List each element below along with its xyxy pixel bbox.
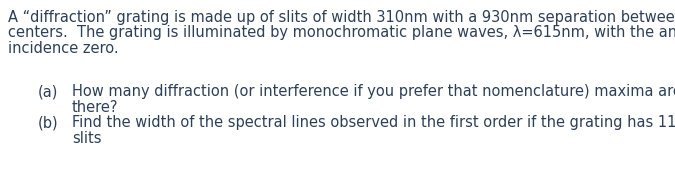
Text: (a): (a) (38, 84, 58, 99)
Text: there?: there? (72, 100, 119, 115)
Text: (b): (b) (38, 115, 59, 130)
Text: slits: slits (72, 131, 101, 146)
Text: A “diffraction” grating is made up of slits of width 310nm with a 930nm separati: A “diffraction” grating is made up of sl… (8, 10, 675, 25)
Text: incidence zero.: incidence zero. (8, 41, 119, 56)
Text: centers.  The grating is illuminated by monochromatic plane waves, λ=615nm, with: centers. The grating is illuminated by m… (8, 25, 675, 41)
Text: Find the width of the spectral lines observed in the first order if the grating : Find the width of the spectral lines obs… (72, 115, 675, 130)
Text: How many diffraction (or interference if you prefer that nomenclature) maxima ar: How many diffraction (or interference if… (72, 84, 675, 99)
